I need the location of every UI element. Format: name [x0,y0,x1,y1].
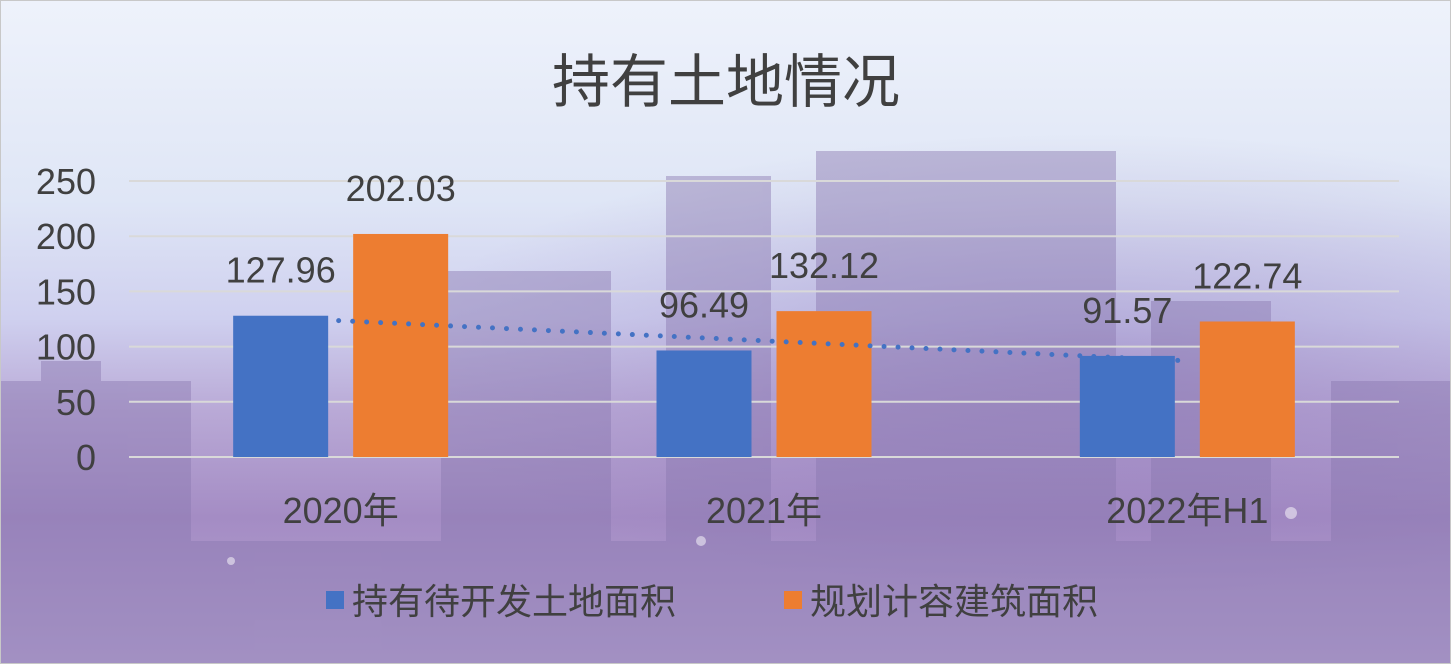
data-label: 96.49 [659,284,749,325]
bar [776,311,872,457]
data-label: 132.12 [769,245,879,286]
y-tick-label: 100 [36,327,96,368]
data-label: 202.03 [346,168,456,209]
data-label: 91.57 [1082,290,1172,331]
x-tick-label: 2021年 [706,490,822,531]
bar [1199,321,1295,457]
data-label: 127.96 [226,250,336,291]
bar [233,315,329,457]
trendline [336,318,1188,364]
data-label: 122.74 [1192,255,1302,296]
legend-swatch [784,591,802,609]
y-tick-label: 0 [76,437,96,478]
y-tick-label: 200 [36,216,96,257]
y-tick-label: 50 [56,382,96,423]
chart-title: 持有土地情况 [552,50,900,115]
bar [353,233,449,457]
legend-label: 规划计容建筑面积 [810,581,1098,622]
legend-label: 持有待开发土地面积 [352,581,676,622]
bar [1079,355,1175,457]
y-tick-label: 250 [36,161,96,202]
legend-swatch [326,591,344,609]
x-tick-label: 2022年H1 [1106,490,1268,531]
bar [656,350,752,457]
x-tick-label: 2020年 [283,490,399,531]
y-tick-label: 150 [36,271,96,312]
